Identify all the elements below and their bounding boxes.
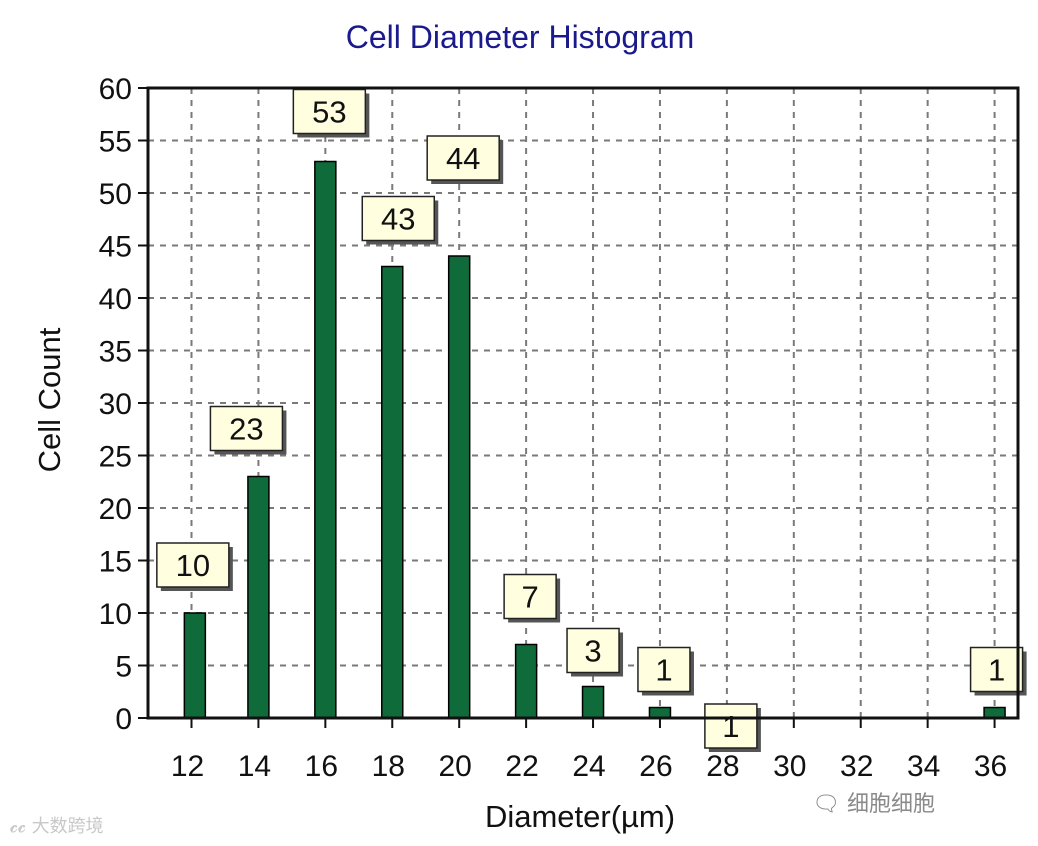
y-tick-label: 60 bbox=[99, 73, 132, 106]
watermark-logo-icon: 𝓬𝓬 bbox=[10, 816, 26, 837]
x-tick-label: 16 bbox=[305, 750, 338, 783]
x-tick-label: 34 bbox=[907, 750, 940, 783]
data-labels: 10 23 53 43 44 7 3 1 1 1 bbox=[156, 88, 1027, 752]
x-tick-label: 30 bbox=[773, 750, 806, 783]
y-tick-label: 10 bbox=[99, 598, 132, 631]
data-label-box bbox=[361, 195, 436, 242]
watermark-right: 🗨 细胞细胞 bbox=[812, 786, 935, 818]
data-label-box bbox=[704, 703, 758, 749]
data-label-box bbox=[969, 646, 1024, 693]
data-label: 7 bbox=[503, 573, 561, 623]
bar bbox=[581, 685, 605, 719]
y-tick-label: 0 bbox=[115, 703, 132, 736]
data-label: 23 bbox=[209, 405, 287, 455]
y-tick-label: 55 bbox=[99, 126, 132, 159]
data-label-text: 1 bbox=[655, 653, 672, 688]
data-label-box bbox=[156, 542, 230, 588]
y-tick-label: 15 bbox=[99, 546, 132, 579]
data-label-box bbox=[637, 646, 691, 693]
x-tick-label: 32 bbox=[840, 750, 873, 783]
data-label: 43 bbox=[361, 195, 439, 245]
y-tick-label: 20 bbox=[99, 493, 132, 526]
data-label: 3 bbox=[566, 627, 624, 677]
watermark-right-text: 细胞细胞 bbox=[846, 792, 935, 817]
data-label-text: 23 bbox=[229, 412, 263, 447]
x-tick-label: 28 bbox=[706, 750, 739, 783]
data-label-text: 10 bbox=[176, 548, 210, 583]
y-tick-label: 40 bbox=[99, 283, 132, 316]
data-label-box bbox=[292, 88, 367, 135]
data-label: 10 bbox=[156, 542, 233, 591]
y-tick-label: 30 bbox=[99, 388, 132, 421]
x-tick-label: 20 bbox=[439, 750, 472, 783]
y-axis-label: Cell Count bbox=[32, 327, 67, 472]
y-tick-label: 25 bbox=[99, 441, 132, 474]
data-label-text: 44 bbox=[446, 141, 480, 176]
x-tick-label: 22 bbox=[505, 750, 538, 783]
data-label-text: 1 bbox=[722, 709, 739, 744]
y-tick-label: 50 bbox=[99, 178, 132, 211]
data-label: 1 bbox=[704, 703, 761, 752]
chat-bubble-icon: 🗨 bbox=[812, 792, 840, 817]
y-tick-label: 35 bbox=[99, 336, 132, 369]
x-axis-label: Diameter(µm) bbox=[485, 799, 675, 834]
bar bbox=[247, 475, 270, 719]
data-label: 44 bbox=[426, 135, 504, 184]
data-label-text: 3 bbox=[584, 634, 601, 669]
grid-lines bbox=[148, 88, 1018, 718]
data-label: 1 bbox=[637, 646, 694, 696]
data-label-text: 43 bbox=[381, 202, 415, 237]
bar bbox=[183, 612, 207, 719]
plot-frame bbox=[146, 86, 1020, 720]
chart-title: Cell Diameter Histogram bbox=[346, 19, 695, 55]
x-tick-label: 18 bbox=[372, 750, 405, 783]
x-tick-label: 24 bbox=[572, 750, 605, 783]
watermark-left: 𝓬𝓬 大数跨境 bbox=[10, 812, 104, 838]
watermark-left-text: 大数跨境 bbox=[31, 816, 104, 837]
bar bbox=[314, 160, 337, 719]
data-label: 53 bbox=[292, 88, 370, 138]
x-tick-label: 14 bbox=[238, 750, 271, 783]
data-label-box bbox=[426, 135, 500, 181]
bar bbox=[381, 265, 404, 719]
axis-ticks: 0 5 10 15 20 25 30 35 40 45 50 55 60 12 14 16 18 20 22 24 26… bbox=[99, 73, 1008, 783]
x-tick-label: 26 bbox=[639, 750, 672, 783]
data-label-text: 7 bbox=[521, 580, 538, 615]
y-tick-label: 5 bbox=[115, 651, 132, 684]
data-label-text: 1 bbox=[988, 653, 1005, 688]
bar bbox=[447, 255, 471, 719]
y-tick-label: 45 bbox=[99, 231, 132, 264]
data-label-box bbox=[566, 627, 620, 674]
x-tick-label: 36 bbox=[974, 750, 1007, 783]
bar bbox=[648, 706, 672, 719]
x-tick-label: 12 bbox=[171, 750, 204, 783]
bar bbox=[983, 706, 1006, 719]
data-label-box bbox=[209, 405, 284, 452]
bar bbox=[514, 643, 538, 719]
data-label-text: 53 bbox=[312, 95, 346, 130]
data-label-box bbox=[503, 573, 557, 620]
